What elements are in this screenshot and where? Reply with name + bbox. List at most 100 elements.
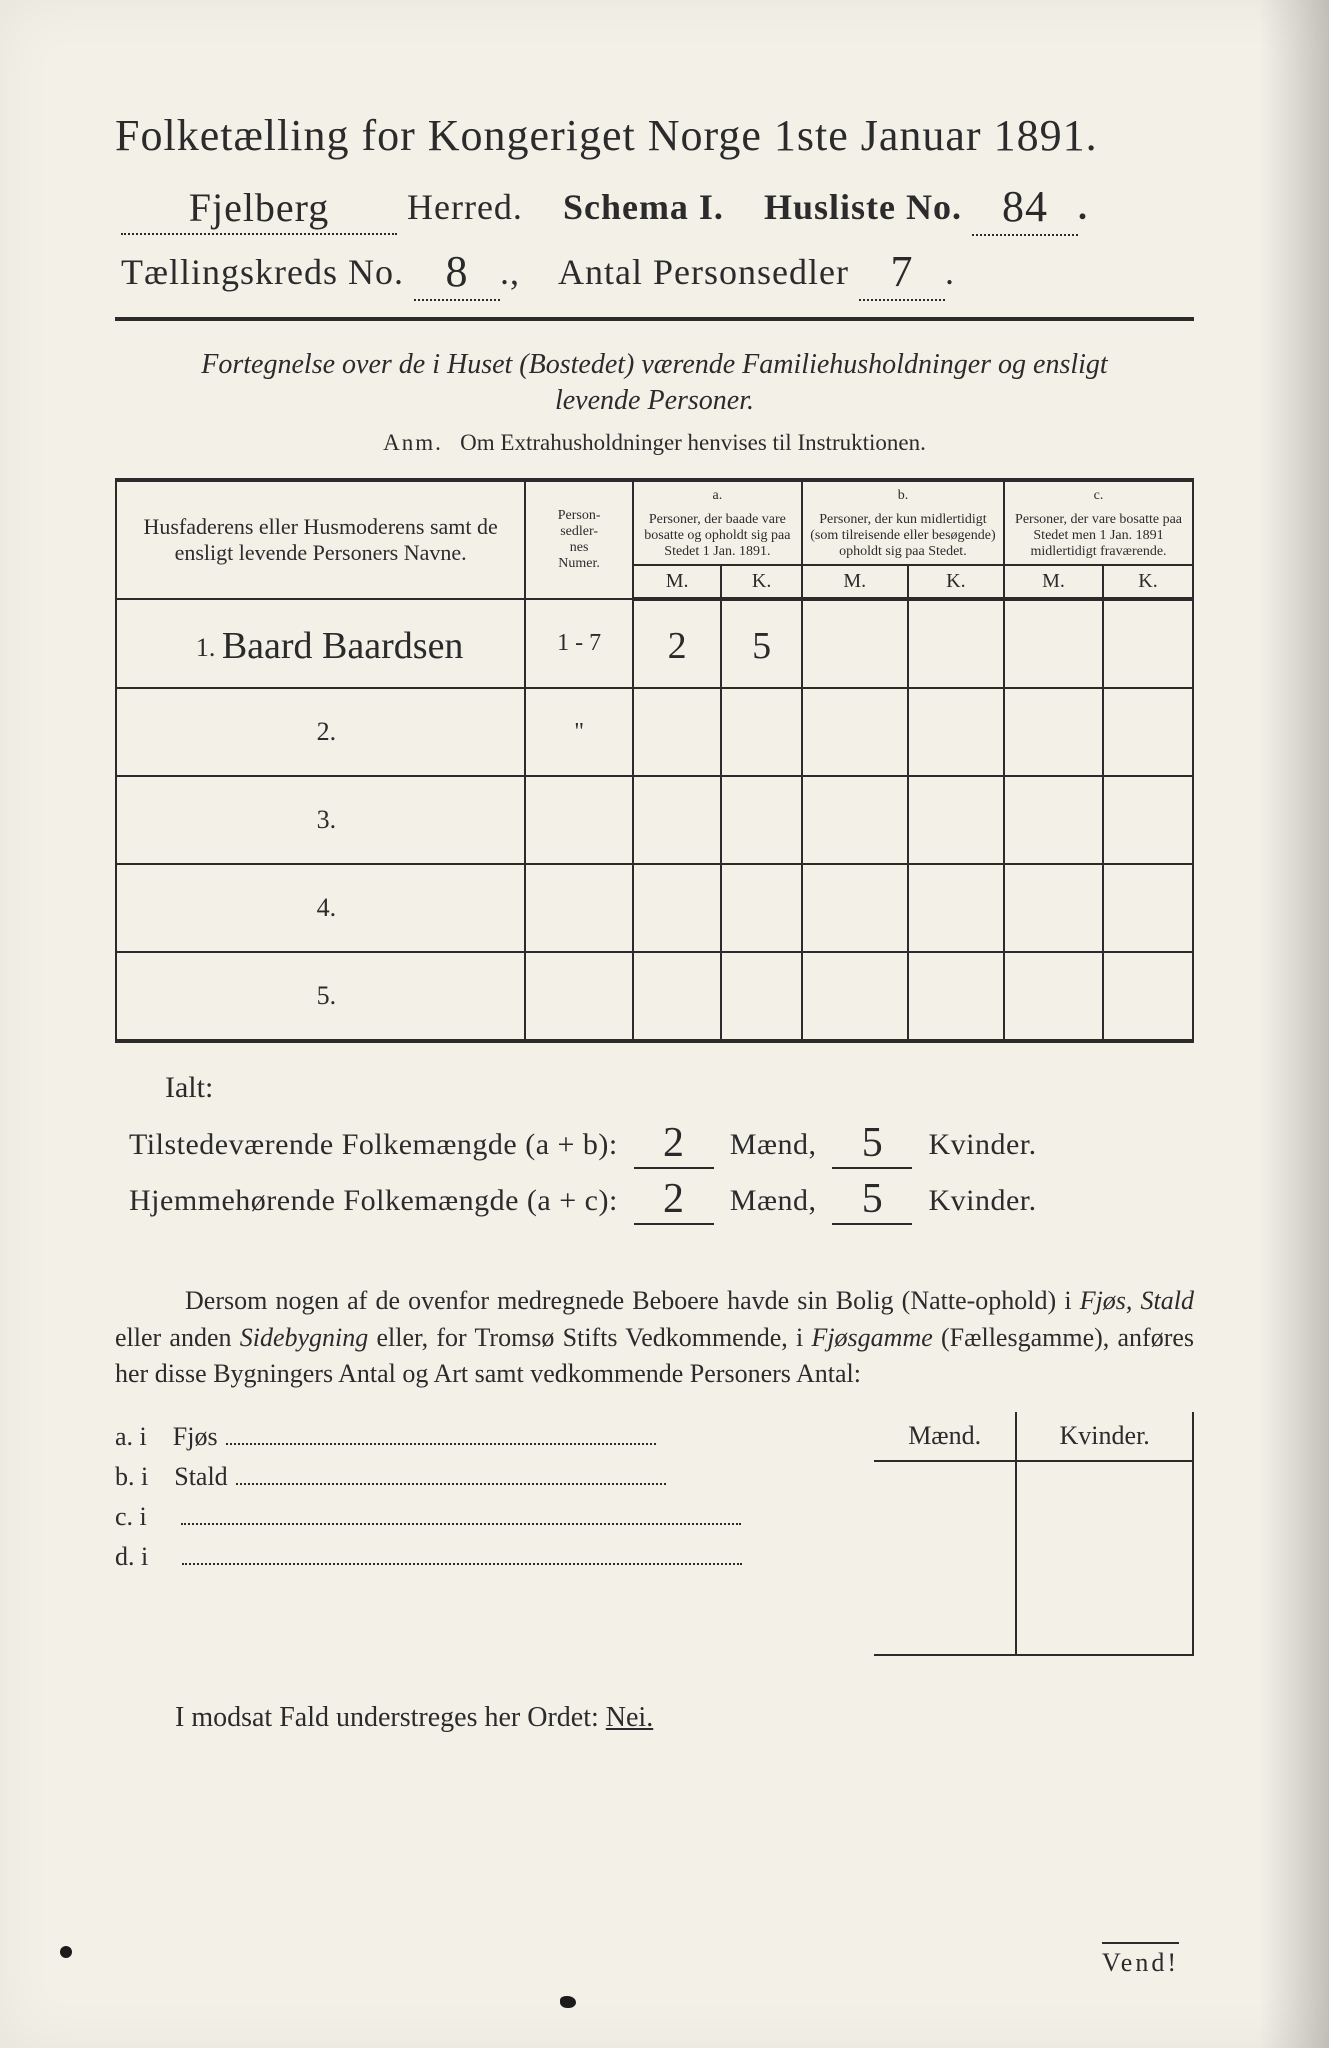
antal-value: 7 xyxy=(859,246,945,301)
row-cell-a_m xyxy=(633,776,721,864)
sum2-maend: Mænd, xyxy=(730,1184,817,1217)
antal-label: Antal Personsedler xyxy=(558,252,849,292)
row-name-cell: 2. xyxy=(116,688,525,776)
mini-r1-m xyxy=(874,1461,1016,1510)
row-cell-c_m xyxy=(1004,599,1103,688)
row-cell-value: 1 - 7 xyxy=(557,630,601,656)
row-cell-c_m xyxy=(1004,864,1103,952)
closing-text: I modsat Fald understreges her Ordet: xyxy=(175,1702,606,1733)
sum1-maend: Mænd, xyxy=(730,1128,817,1161)
row-cell-num: 1 - 7 xyxy=(525,599,633,688)
anm-label: Anm. xyxy=(383,430,443,455)
col-b-k: K. xyxy=(908,565,1004,599)
row-cell-c_k xyxy=(1103,599,1193,688)
col-a-m: M. xyxy=(633,565,721,599)
main-table: Husfaderens eller Husmoderens samt de en… xyxy=(115,478,1194,1043)
col-a-k: K. xyxy=(721,565,801,599)
row-name: Baard Baardsen xyxy=(222,624,464,668)
para-t3: eller, for Tromsø Stifts Vedkommende, i xyxy=(368,1323,811,1352)
mini-row: a. i Fjøs xyxy=(115,1422,874,1452)
mini-r1-k xyxy=(1016,1461,1193,1510)
row-cell-value: 5 xyxy=(752,624,771,668)
document-page: Folketælling for Kongeriget Norge 1ste J… xyxy=(0,0,1329,2048)
row-cell-value: 2 xyxy=(668,624,687,668)
col-c-k: K. xyxy=(1103,565,1193,599)
table-row: 3. xyxy=(116,776,1193,864)
col-name-text: Husfaderens eller Husmoderens samt de en… xyxy=(143,514,497,565)
mini-row-dots xyxy=(226,1443,656,1445)
col-num-text: Person- sedler- nes Numer. xyxy=(558,508,601,571)
row-cell-b_m xyxy=(802,864,908,952)
subtitle-l2: levende Personer. xyxy=(555,385,754,416)
row-number: 3. xyxy=(299,805,343,834)
mini-mk-table: Mænd. Kvinder. xyxy=(874,1412,1194,1656)
closing-nei: Nei. xyxy=(606,1702,653,1733)
row-cell-c_k xyxy=(1103,952,1193,1041)
row-cell-a_k xyxy=(721,864,801,952)
row-cell-c_k xyxy=(1103,688,1193,776)
row-cell-a_m: 2 xyxy=(633,599,721,688)
row-cell-b_m xyxy=(802,599,908,688)
row-cell-c_k xyxy=(1103,776,1193,864)
sum-line-2: Hjemmehørende Folkemængde (a + c): 2 Mæn… xyxy=(129,1173,1194,1223)
para-fjos: Fjøs, Stald xyxy=(1080,1286,1194,1315)
ink-spot xyxy=(60,1946,72,1958)
sum1-label: Tilstedeværende Folkemængde (a + b): xyxy=(129,1128,618,1161)
herred-value: Fjelberg xyxy=(121,184,397,235)
sum2-k: 5 xyxy=(832,1175,912,1225)
row-name-cell: 4. xyxy=(116,864,525,952)
mini-r3-m xyxy=(874,1558,1016,1606)
mini-row: b. i Stald xyxy=(115,1462,874,1492)
row-number: 5. xyxy=(299,981,343,1010)
table-row: 1. Baard Baardsen 1 - 7 2 5 xyxy=(116,599,1193,688)
para-fjosgamme: Fjøsgamme xyxy=(811,1323,932,1352)
closing-line: I modsat Fald understreges her Ordet: Ne… xyxy=(175,1702,1194,1734)
sum-line-1: Tilstedeværende Folkemængde (a + b): 2 M… xyxy=(129,1117,1194,1167)
row-cell-c_k xyxy=(1103,864,1193,952)
mini-r2-k xyxy=(1016,1510,1193,1558)
husliste-value: 84 xyxy=(972,181,1078,236)
row-cell-b_m xyxy=(802,688,908,776)
col-c-header: Personer, der vare bosatte paa Stedet me… xyxy=(1004,508,1193,565)
mini-maend-header: Mænd. xyxy=(874,1412,1016,1461)
row-name-cell: 5. xyxy=(116,952,525,1041)
mini-row-label: a. i xyxy=(115,1422,173,1451)
col-a-label: a. xyxy=(633,480,802,508)
header-line-2: Fjelberg Herred. Schema I. Husliste No. … xyxy=(121,179,1194,234)
mini-r3-k xyxy=(1016,1558,1193,1606)
row-cell-a_k xyxy=(721,688,801,776)
mini-row: d. i xyxy=(115,1542,874,1572)
ink-spot xyxy=(560,1996,576,2008)
table-row: 5. xyxy=(116,952,1193,1041)
para-t1: Dersom nogen af de ovenfor medregnede Be… xyxy=(185,1286,1080,1315)
para-side: Sidebygning xyxy=(240,1323,369,1352)
taellingskreds-label: Tællingskreds No. xyxy=(121,252,404,292)
title-line-1: Folketælling for Kongeriget Norge 1ste J… xyxy=(115,110,1194,161)
col-num-header: Person- sedler- nes Numer. xyxy=(525,480,633,599)
row-number: 2. xyxy=(299,717,343,746)
col-b-header: Personer, der kun midlertidigt (som tilr… xyxy=(802,508,1004,565)
sum2-m: 2 xyxy=(634,1175,714,1225)
husliste-label: Husliste No. xyxy=(764,187,962,227)
row-number: 1. xyxy=(178,633,222,662)
mini-row-label: c. i xyxy=(115,1502,173,1531)
row-cell-num xyxy=(525,864,633,952)
herred-label: Herred. xyxy=(407,187,523,227)
vend-label: Vend! xyxy=(1102,1942,1179,1978)
row-name-cell: 1. Baard Baardsen xyxy=(116,599,525,688)
row-cell-a_m xyxy=(633,864,721,952)
mini-right: Mænd. Kvinder. xyxy=(874,1412,1194,1656)
mini-row-name: Fjøs xyxy=(173,1422,218,1451)
ialt-label: Ialt: xyxy=(165,1071,1194,1105)
col-name-header: Husfaderens eller Husmoderens samt de en… xyxy=(116,480,525,599)
row-cell-value: " xyxy=(574,719,584,745)
conditions-paragraph: Dersom nogen af de ovenfor medregnede Be… xyxy=(115,1283,1194,1392)
row-cell-num xyxy=(525,776,633,864)
divider-1 xyxy=(115,317,1194,321)
row-cell-num xyxy=(525,952,633,1041)
mini-row-dots xyxy=(236,1483,666,1485)
col-b-label: b. xyxy=(802,480,1004,508)
row-cell-a_m xyxy=(633,952,721,1041)
mini-row-dots xyxy=(182,1563,742,1565)
mini-row: c. i xyxy=(115,1502,874,1532)
